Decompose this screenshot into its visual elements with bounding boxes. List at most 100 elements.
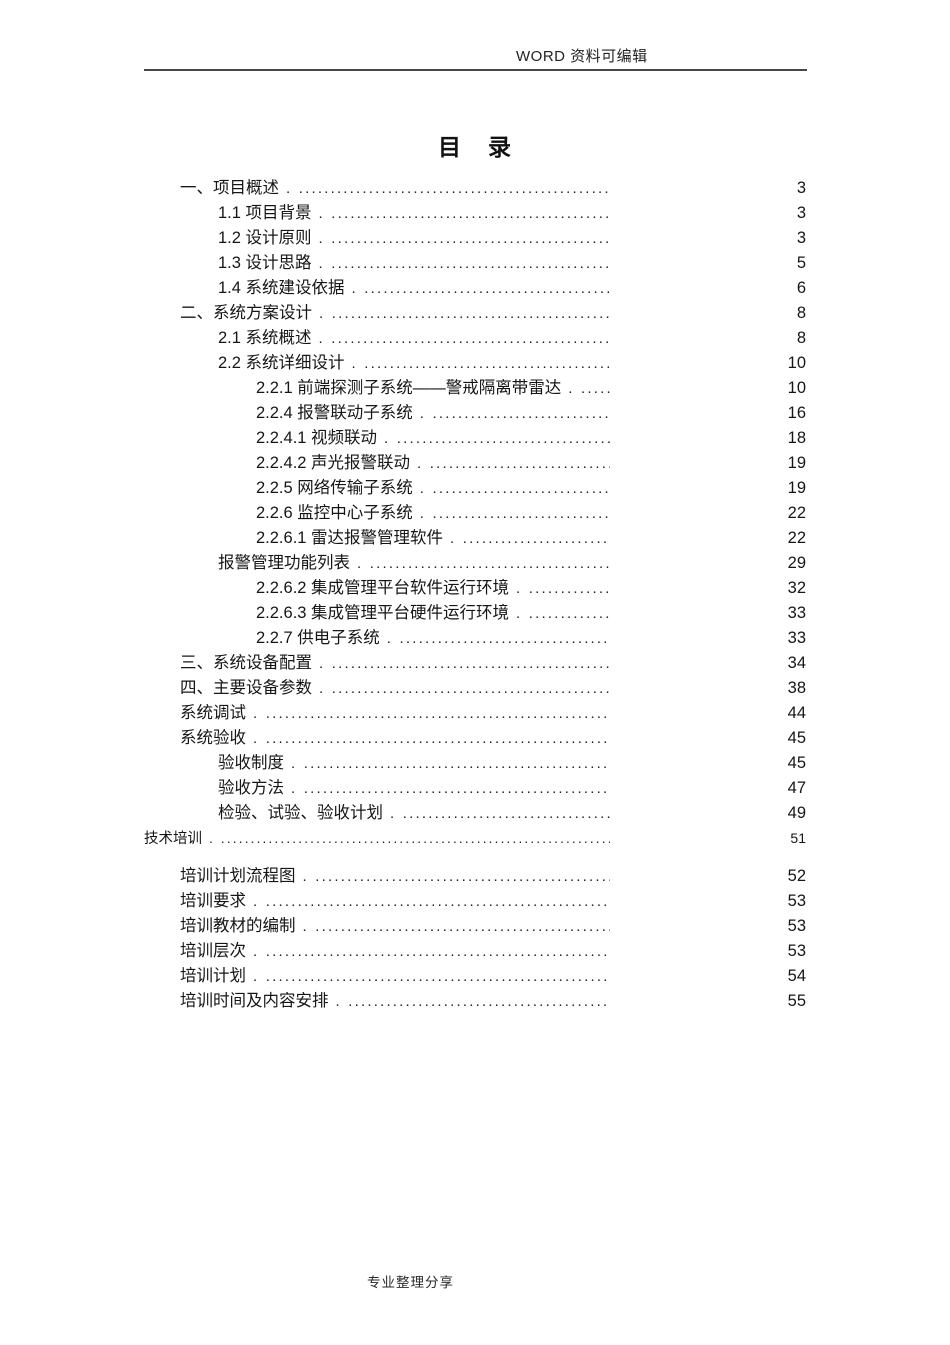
toc-entry-page[interactable]: 6: [796, 279, 806, 297]
dot-leader: . ......................................…: [516, 580, 610, 597]
toc-entry[interactable]: 报警管理功能列表 . .............................…: [144, 551, 806, 576]
toc-entry-label: 2.2.6.3 集成管理平台硬件运行环境: [256, 604, 510, 622]
toc-entry-label: 系统验收: [180, 729, 246, 747]
toc-entry[interactable]: 培训要求 . .................................…: [144, 889, 806, 914]
toc-entry-page[interactable]: 54: [787, 967, 806, 985]
toc-entry-page[interactable]: 16: [787, 404, 806, 422]
dot-leader: . ......................................…: [302, 868, 611, 885]
toc-entry-label: 2.2.6 监控中心子系统: [256, 504, 413, 522]
toc-entry[interactable]: 2.2.5 网络传输子系统 . ........................…: [144, 476, 806, 501]
toc-entry-page[interactable]: 8: [796, 329, 806, 347]
toc-entry-label: 培训计划: [180, 967, 246, 985]
toc-entry[interactable]: 培训计划 . .................................…: [144, 964, 806, 989]
toc-entry[interactable]: 2.2.4.2 声光报警联动 . .......................…: [144, 451, 806, 476]
toc-entry[interactable]: 技术培训 . .................................…: [144, 826, 806, 851]
toc-entry[interactable]: 1.4 系统建设依据 . ...........................…: [144, 276, 806, 301]
toc-entry-label: 2.2 系统详细设计: [218, 354, 345, 372]
toc-entry-label: 培训教材的编制: [180, 917, 296, 935]
dot-leader: . ......................................…: [357, 555, 610, 572]
toc-entry-label: 培训时间及内容安排: [180, 992, 329, 1010]
toc-entry[interactable]: 2.2.6.1 雷达报警管理软件 . .....................…: [144, 526, 806, 551]
toc-entry-page[interactable]: 45: [787, 754, 806, 772]
toc-entry[interactable]: 2.2.6 监控中心子系统 . ........................…: [144, 501, 806, 526]
toc-entry[interactable]: 2.2.6.3 集成管理平台硬件运行环境 . .................…: [144, 601, 806, 626]
toc-entry-page[interactable]: 18: [787, 429, 806, 447]
toc-entry-label: 1.4 系统建设依据: [218, 279, 345, 297]
toc-entry[interactable]: 2.2.7 供电子系统 . ..........................…: [144, 626, 806, 651]
toc-entry-page[interactable]: 38: [787, 679, 806, 697]
toc-entry-label: 一、项目概述: [180, 179, 279, 197]
toc-entry-page[interactable]: 34: [787, 654, 806, 672]
toc-entry-page[interactable]: 8: [796, 304, 806, 322]
toc-entry-page[interactable]: 5: [796, 254, 806, 272]
toc-entry[interactable]: 1.2 设计原则 . .............................…: [144, 226, 806, 251]
dot-leader: . ......................................…: [318, 255, 610, 272]
toc-entry[interactable]: 2.1 系统概述 . .............................…: [144, 326, 806, 351]
toc-entry[interactable]: 三、系统设备配置 . .............................…: [144, 651, 806, 676]
toc-entry[interactable]: 培训层次 . .................................…: [144, 939, 806, 964]
toc-entry[interactable]: 1.3 设计思路 . .............................…: [144, 251, 806, 276]
toc-entry-page[interactable]: 10: [787, 379, 806, 397]
toc-entry-page[interactable]: 33: [787, 604, 806, 622]
toc-entry-page[interactable]: 49: [787, 804, 806, 822]
toc-entry-page[interactable]: 33: [787, 629, 806, 647]
header-divider-line: [144, 69, 807, 71]
dot-leader: . ......................................…: [291, 755, 610, 772]
toc-entry-label: 1.3 设计思路: [218, 254, 312, 272]
toc-entry-page[interactable]: 32: [787, 579, 806, 597]
dot-leader: . ......................................…: [253, 943, 610, 960]
toc-entry[interactable]: 2.2.4 报警联动子系统 . ........................…: [144, 401, 806, 426]
toc-entry[interactable]: 验收方法 . .................................…: [144, 776, 806, 801]
toc-entry-page[interactable]: 51: [790, 830, 806, 846]
toc-entry-page[interactable]: 29: [787, 554, 806, 572]
toc-entry-label: 2.2.6.2 集成管理平台软件运行环境: [256, 579, 510, 597]
toc-entry-page[interactable]: 47: [787, 779, 806, 797]
toc-entry-label: 2.2.4 报警联动子系统: [256, 404, 413, 422]
toc-entry[interactable]: 培训时间及内容安排 . ............................…: [144, 989, 806, 1014]
toc-entry[interactable]: 培训计划流程图 . ..............................…: [144, 864, 806, 889]
toc-entry[interactable]: 系统调试 . .................................…: [144, 701, 806, 726]
toc-entry-page[interactable]: 19: [787, 454, 806, 472]
toc-entry-label: 2.2.6.1 雷达报警管理软件: [256, 529, 444, 547]
toc-entry[interactable]: 系统验收 . .................................…: [144, 726, 806, 751]
toc-entry[interactable]: 1.1 项目背景 . .............................…: [144, 201, 806, 226]
toc-entry-label: 1.1 项目背景: [218, 204, 312, 222]
toc-entry-label: 系统调试: [180, 704, 246, 722]
toc-entry-page[interactable]: 3: [796, 179, 806, 197]
toc-entry[interactable]: 2.2.4.1 视频联动 . .........................…: [144, 426, 806, 451]
toc-entry-label: 报警管理功能列表: [218, 554, 350, 572]
toc-entry-page[interactable]: 19: [787, 479, 806, 497]
toc-entry-page[interactable]: 53: [787, 917, 806, 935]
toc-entry-page[interactable]: 3: [796, 204, 806, 222]
toc-entry[interactable]: 二、系统方案设计 . .............................…: [144, 301, 806, 326]
dot-leader: . ......................................…: [516, 605, 610, 622]
toc-entry[interactable]: 四、主要设备参数 . .............................…: [144, 676, 806, 701]
toc-entry[interactable]: 2.2.1 前端探测子系统——警戒隔离带雷达 . ...............…: [144, 376, 806, 401]
toc-entry-page[interactable]: 53: [787, 892, 806, 910]
toc-entry-page[interactable]: 44: [787, 704, 806, 722]
toc-entry[interactable]: 2.2 系统详细设计 . ...........................…: [144, 351, 806, 376]
toc-entry-page[interactable]: 52: [787, 867, 806, 885]
dot-leader: . ......................................…: [253, 730, 610, 747]
toc-entry-label: 1.2 设计原则: [218, 229, 312, 247]
dot-leader: . ......................................…: [386, 630, 610, 647]
toc-entry[interactable]: 验收制度 . .................................…: [144, 751, 806, 776]
toc-entry[interactable]: 一、项目概述 . ...............................…: [144, 176, 806, 201]
toc-entry-label: 2.2.7 供电子系统: [256, 629, 380, 647]
toc-entry-page[interactable]: 22: [787, 504, 806, 522]
dot-leader: . ......................................…: [351, 280, 610, 297]
toc-entry-label: 三、系统设备配置: [180, 654, 312, 672]
toc-entry-page[interactable]: 55: [787, 992, 806, 1010]
toc-entry[interactable]: 培训教材的编制 . ..............................…: [144, 914, 806, 939]
toc-entry[interactable]: 检验、试验、验收计划 . ...........................…: [144, 801, 806, 826]
dot-leader: . ......................................…: [568, 380, 610, 397]
toc-entry-page[interactable]: 22: [787, 529, 806, 547]
toc-entry-page[interactable]: 45: [787, 729, 806, 747]
toc-entry-page[interactable]: 53: [787, 942, 806, 960]
toc-list: 一、项目概述 . ...............................…: [144, 176, 806, 1014]
toc-entry[interactable]: 2.2.6.2 集成管理平台软件运行环境 . .................…: [144, 576, 806, 601]
toc-entry-page[interactable]: 10: [787, 354, 806, 372]
toc-entry-page[interactable]: 3: [796, 229, 806, 247]
dot-leader: . ......................................…: [318, 230, 610, 247]
